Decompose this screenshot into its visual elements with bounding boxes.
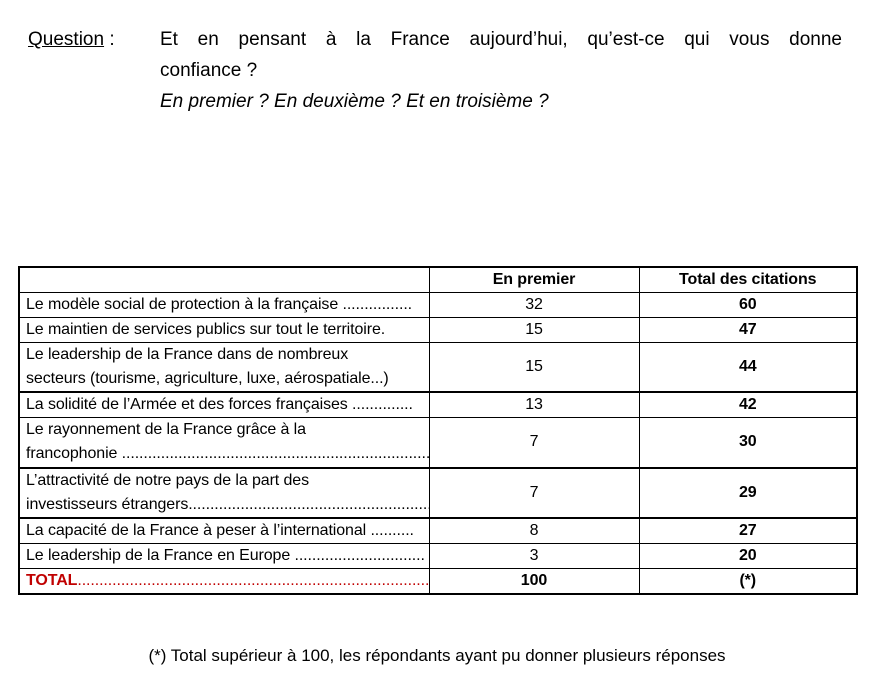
cell-total-citations: 47 xyxy=(638,316,858,343)
row-label-line: Le rayonnement de la France grâce à la xyxy=(26,421,306,439)
footnote: (*) Total supérieur à 100, les répondant… xyxy=(148,646,726,665)
column-header-label xyxy=(18,266,430,293)
row-label-line: Le leadership de la France dans de nombr… xyxy=(26,345,349,363)
cell-en-premier: 15 xyxy=(428,341,640,393)
cell-total-citations: 29 xyxy=(638,467,858,519)
row-label: Le rayonnement de la France grâce à la fr… xyxy=(18,417,430,469)
cell-total-citations: 42 xyxy=(638,391,858,418)
cell-en-premier: 3 xyxy=(428,542,640,569)
row-label: Le leadership de la France dans de nombr… xyxy=(18,341,430,393)
row-label-line: francophonie ...........................… xyxy=(26,445,428,463)
question-text: Et en pensant à la France aujourd’hui, q… xyxy=(160,24,842,117)
row-label-line: Le leadership de la France en Europe ...… xyxy=(26,546,425,564)
question-line-1: Et en pensant à la France aujourd’hui, q… xyxy=(160,29,842,50)
row-label: La capacité de la France à peser à l’int… xyxy=(18,517,430,544)
row-label-line: investisseurs étrangers.................… xyxy=(26,495,428,513)
column-header-en-premier: En premier xyxy=(428,266,640,293)
cell-total-citations: (*) xyxy=(638,567,858,594)
cell-en-premier: 100 xyxy=(428,567,640,594)
cell-total-citations: 30 xyxy=(638,417,858,469)
question-line-3: En premier ? En deuxième ? Et en troisiè… xyxy=(160,91,549,112)
row-label-line: L’attractivité de notre pays de la part … xyxy=(26,471,309,489)
cell-en-premier: 7 xyxy=(428,417,640,469)
table-row: La solidité de l’Armée et des forces fra… xyxy=(18,391,858,418)
table-row: Le maintien de services publics sur tout… xyxy=(18,316,858,343)
cell-en-premier: 15 xyxy=(428,316,640,343)
question-label-text: Question xyxy=(28,29,105,50)
total-leader-dots: ........................................… xyxy=(77,571,429,589)
cell-en-premier: 13 xyxy=(428,391,640,418)
cell-total-citations: 44 xyxy=(638,341,858,393)
question-label: Question : xyxy=(28,24,115,55)
cell-en-premier: 7 xyxy=(428,467,640,519)
table-row: La capacité de la France à peser à l’int… xyxy=(18,517,858,544)
cell-total-citations: 60 xyxy=(638,291,858,318)
row-label: TOTAL...................................… xyxy=(18,567,430,594)
results-table: En premier Total des citations Le modèle… xyxy=(18,266,858,595)
total-label: TOTAL xyxy=(26,571,78,589)
table-row-total: TOTAL...................................… xyxy=(18,567,858,594)
row-label-line: La solidité de l’Armée et des forces fra… xyxy=(26,396,413,413)
row-label-line: Le maintien de services publics sur tout… xyxy=(26,320,386,338)
header-row: En premier Total des citations xyxy=(18,266,858,293)
row-label: Le leadership de la France en Europe ...… xyxy=(18,542,430,569)
row-label-line: La capacité de la France à peser à l’int… xyxy=(26,521,414,539)
question-line-2: confiance ? xyxy=(160,60,258,81)
question-block: Question : Et en pensant à la France auj… xyxy=(28,24,842,117)
table-row: Le modèle social de protection à la fran… xyxy=(18,291,858,318)
cell-total-citations: 27 xyxy=(638,517,858,544)
cell-en-premier: 32 xyxy=(428,291,640,318)
results-table-wrapper: En premier Total des citations Le modèle… xyxy=(18,266,858,595)
question-label-colon: : xyxy=(104,29,115,50)
row-label-line: Le modèle social de protection à la fran… xyxy=(26,295,413,313)
cell-en-premier: 8 xyxy=(428,517,640,544)
row-label: Le modèle social de protection à la fran… xyxy=(18,291,430,318)
row-label: L’attractivité de notre pays de la part … xyxy=(18,467,430,519)
table-row: Le leadership de la France en Europe ...… xyxy=(18,542,858,569)
table-row: Le rayonnement de la France grâce à la fr… xyxy=(18,417,858,469)
row-label-line: secteurs (tourisme, agriculture, luxe, a… xyxy=(26,369,389,387)
table-row: L’attractivité de notre pays de la part … xyxy=(18,467,858,519)
table-body: Le modèle social de protection à la fran… xyxy=(18,291,858,594)
row-label: La solidité de l’Armée et des forces fra… xyxy=(18,391,430,418)
cell-total-citations: 20 xyxy=(638,542,858,569)
column-header-total-citations: Total des citations xyxy=(638,266,858,293)
row-label: Le maintien de services publics sur tout… xyxy=(18,316,430,343)
table-row: Le leadership de la France dans de nombr… xyxy=(18,341,858,393)
